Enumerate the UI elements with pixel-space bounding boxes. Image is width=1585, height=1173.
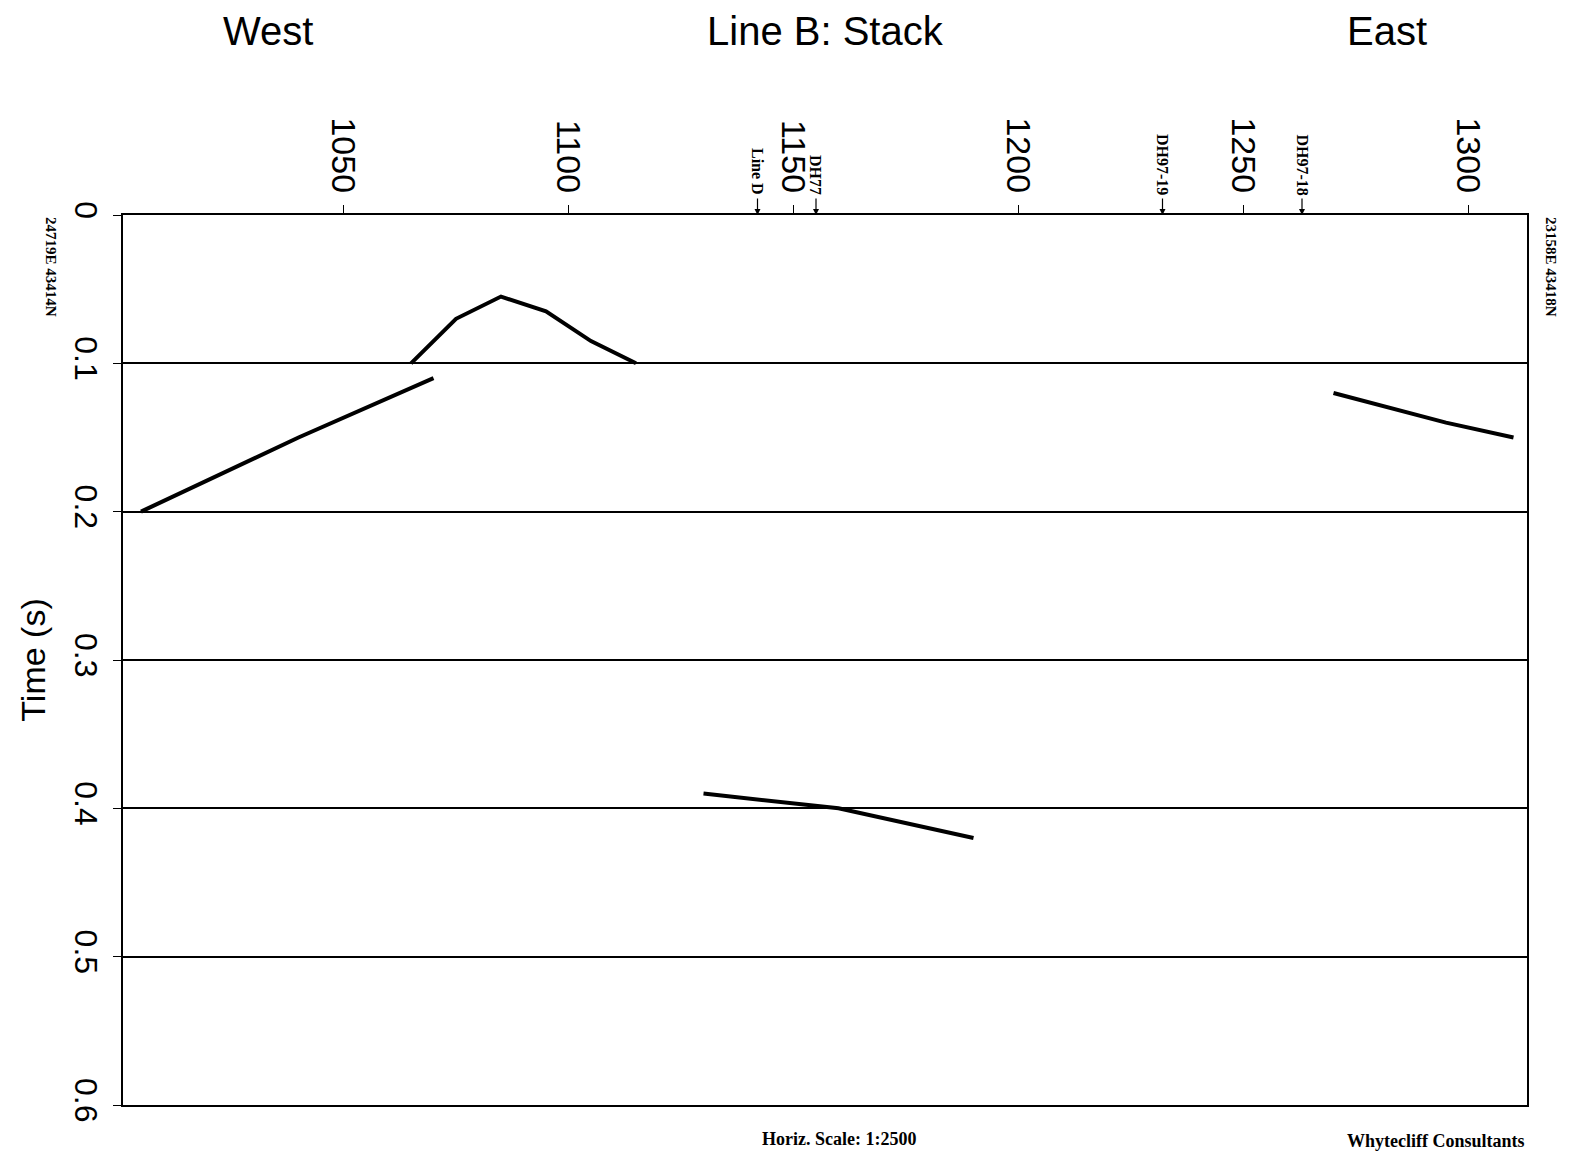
- svg-text:24719E 43414N: 24719E 43414N: [43, 217, 59, 317]
- svg-text:1200: 1200: [1000, 117, 1038, 193]
- svg-text:0.1: 0.1: [68, 336, 104, 380]
- svg-text:Line B: Stack: Line B: Stack: [707, 9, 944, 53]
- svg-text:West: West: [223, 9, 313, 53]
- svg-text:Whytecliff Consultants: Whytecliff Consultants: [1347, 1131, 1525, 1151]
- svg-text:23158E 43418N: 23158E 43418N: [1543, 217, 1559, 317]
- svg-text:0.6: 0.6: [68, 1078, 104, 1122]
- svg-text:0.4: 0.4: [68, 781, 104, 825]
- svg-text:Time (s): Time (s): [14, 598, 52, 721]
- svg-text:Line D: Line D: [749, 148, 766, 195]
- svg-text:Horiz. Scale: 1:2500: Horiz. Scale: 1:2500: [762, 1129, 916, 1149]
- svg-text:DH97-18: DH97-18: [1294, 135, 1311, 196]
- svg-text:1150: 1150: [775, 120, 813, 193]
- svg-text:1100: 1100: [550, 120, 588, 193]
- svg-text:1250: 1250: [1225, 117, 1263, 193]
- svg-text:DH97-19: DH97-19: [1154, 134, 1171, 195]
- svg-text:0.5: 0.5: [68, 930, 104, 974]
- svg-text:0.2: 0.2: [68, 485, 104, 529]
- svg-text:0: 0: [68, 201, 104, 219]
- svg-text:1050: 1050: [325, 117, 363, 193]
- svg-text:0.3: 0.3: [68, 633, 104, 677]
- svg-text:East: East: [1347, 9, 1427, 53]
- svg-text:DH77: DH77: [807, 155, 824, 195]
- svg-text:1300: 1300: [1450, 117, 1488, 193]
